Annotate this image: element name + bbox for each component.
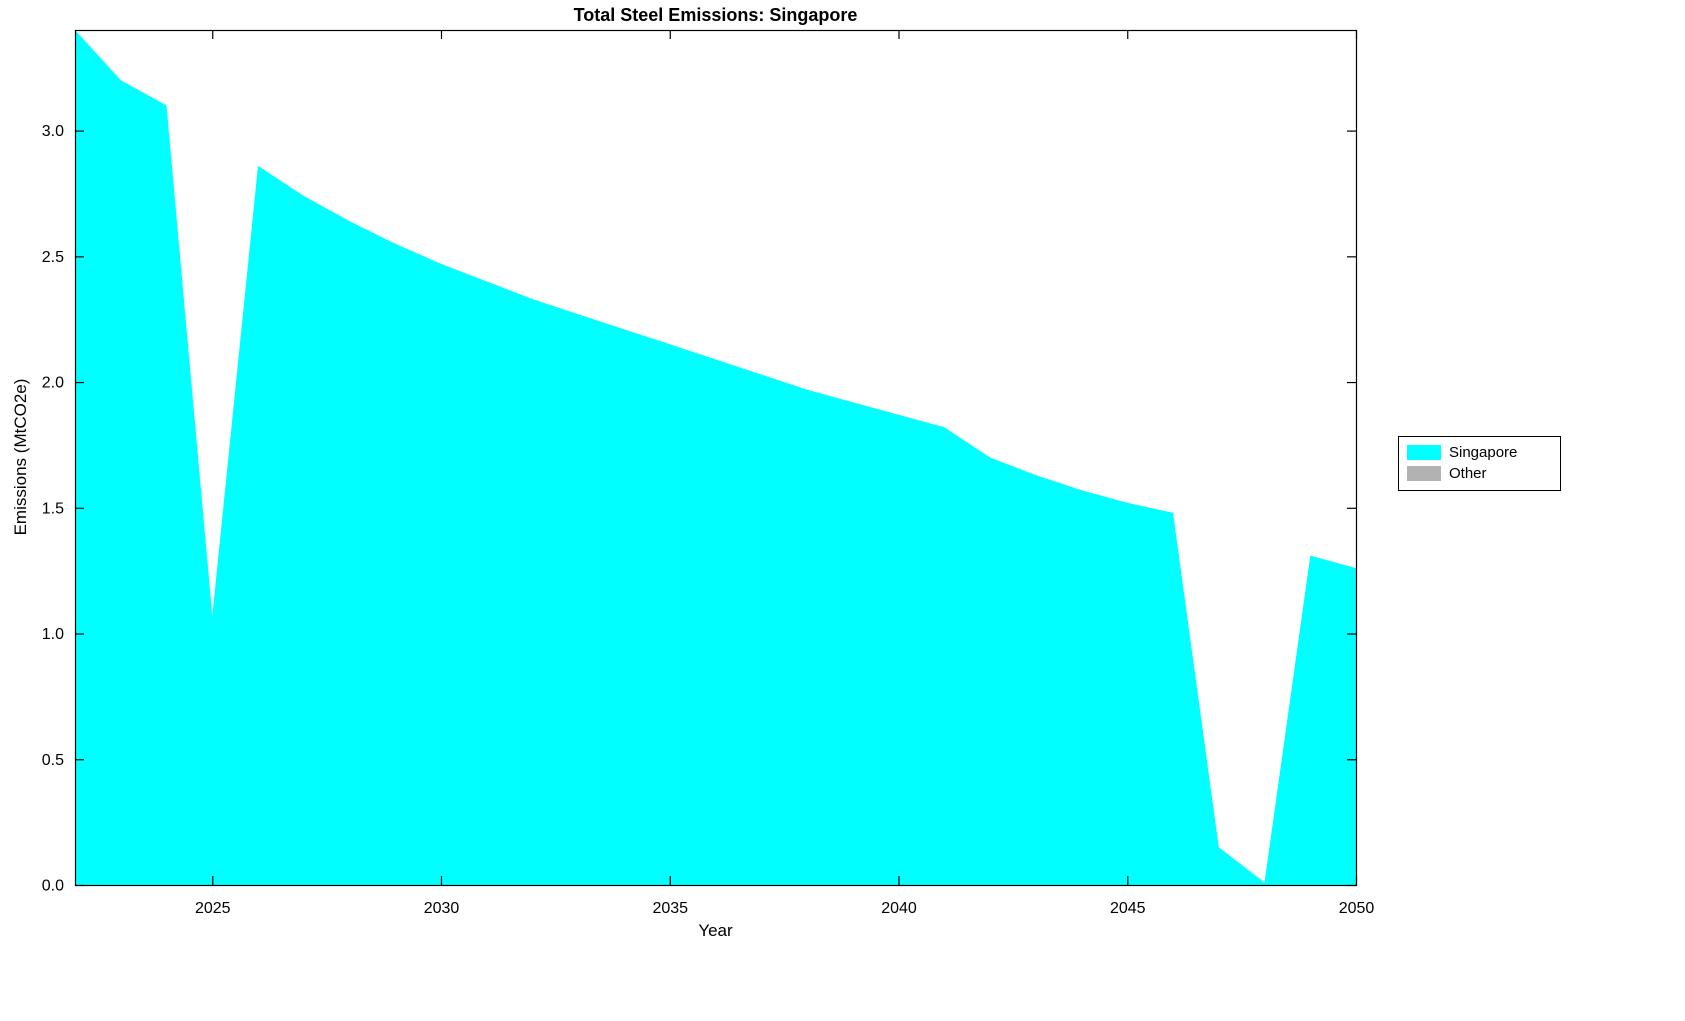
y-tick-label: 2.0: [42, 375, 64, 392]
legend-swatch-other: [1407, 466, 1441, 481]
y-tick-label: 0.5: [42, 752, 64, 769]
x-tick-label: 2035: [652, 900, 688, 917]
legend-item-other: Other: [1399, 463, 1560, 484]
y-tick-label: 2.5: [42, 249, 64, 266]
y-tick-label: 3.0: [42, 123, 64, 140]
legend: Singapore Other: [1398, 436, 1561, 491]
legend-label-other: Other: [1449, 465, 1487, 482]
y-tick-label: 1.5: [42, 500, 64, 517]
area-series-singapore: [75, 30, 1356, 885]
x-tick-label: 2040: [881, 900, 917, 917]
x-tick-label: 2050: [1339, 900, 1375, 917]
legend-swatch-singapore: [1407, 445, 1441, 460]
x-axis-label: Year: [698, 921, 733, 940]
legend-label-singapore: Singapore: [1449, 444, 1518, 461]
x-tick-label: 2045: [1110, 900, 1146, 917]
y-tick-label: 0.0: [42, 878, 64, 895]
y-tick-label: 1.0: [42, 626, 64, 643]
legend-item-singapore: Singapore: [1399, 442, 1560, 463]
x-tick-label: 2025: [195, 900, 231, 917]
chart-title: Total Steel Emissions: Singapore: [573, 5, 858, 25]
x-tick-label: 2030: [424, 900, 460, 917]
y-axis-label: Emissions (MtCO2e): [11, 378, 30, 536]
axes-box: [74, 29, 1358, 887]
